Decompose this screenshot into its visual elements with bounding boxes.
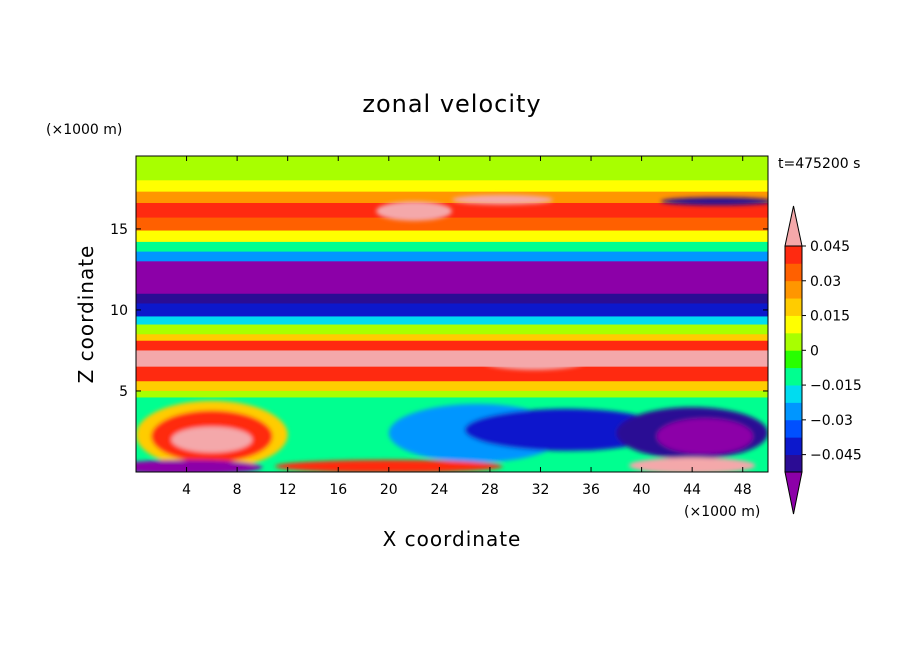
x-axis-label: X coordinate [383, 527, 522, 551]
colorbar-segment-8 [785, 332, 802, 351]
colorbar-label-2: 0.015 [810, 309, 850, 325]
velocity-layer-13 [136, 334, 768, 342]
x-tick-label-1: 8 [233, 482, 242, 498]
y-tick-label-2: 15 [110, 222, 128, 238]
colorbar-segment-9 [785, 315, 802, 334]
velocity-layer-6 [136, 241, 768, 253]
velocity-feature-13 [628, 457, 756, 472]
plot-area [136, 156, 768, 472]
y-tick-label-1: 10 [110, 303, 128, 319]
x-tick-label-5: 24 [430, 482, 448, 498]
velocity-layer-9 [136, 293, 768, 305]
velocity-feature-3 [483, 353, 585, 370]
velocity-layer-17 [136, 381, 768, 392]
velocity-layer-18 [136, 390, 768, 399]
velocity-feature-5 [464, 408, 667, 451]
velocity-feature-1 [660, 197, 768, 206]
colorbar-segment-13 [785, 246, 802, 264]
colorbar-label-4: −0.015 [810, 378, 862, 394]
colorbar-segment-6 [785, 367, 802, 386]
velocity-layer-14 [136, 340, 768, 352]
x-tick-label-2: 12 [279, 482, 297, 498]
x-tick-label-11: 48 [734, 482, 752, 498]
y-axis-ticks: 5 10 15 [110, 222, 768, 400]
colorbar-label-0: 0.045 [810, 239, 850, 255]
velocity-feature-10 [171, 426, 253, 453]
velocity-layer-16 [136, 366, 768, 382]
velocity-layer-11 [136, 316, 768, 326]
colorbar-label-5: −0.03 [810, 413, 853, 429]
colorbar-segment-7 [785, 350, 802, 369]
x-tick-label-6: 28 [481, 482, 499, 498]
velocity-layer-5 [136, 230, 768, 243]
colorbar-frame [784, 245, 803, 473]
chart-title: zonal velocity [362, 90, 541, 118]
velocity-layer-2 [136, 191, 768, 204]
time-label: t=475200 s [778, 156, 860, 172]
velocity-layer-3 [136, 202, 768, 219]
velocity-feature-7 [656, 418, 753, 455]
colorbar-segment-1 [785, 454, 802, 473]
x-tick-label-3: 16 [329, 482, 347, 498]
velocity-layer-12 [136, 324, 768, 335]
colorbar-segment-5 [785, 385, 802, 403]
y-tick-label-0: 5 [119, 384, 128, 400]
colorbar-label-1: 0.03 [810, 274, 841, 290]
x-tick-label-8: 36 [582, 482, 600, 498]
velocity-layer-4 [136, 217, 768, 232]
y-axis-label: Z coordinate [74, 245, 98, 384]
velocity-feature-11 [136, 459, 263, 472]
velocity-layer-19 [136, 397, 768, 405]
colorbar-segment-11 [785, 280, 802, 299]
velocity-layer-0 [136, 156, 768, 181]
colorbar: 0.045 0.03 0.015 0 −0.015 −0.03 −0.045 [784, 205, 862, 515]
velocity-feature-2 [376, 201, 452, 221]
colorbar-top-extension [784, 205, 803, 247]
velocity-feature-12 [275, 459, 503, 472]
colorbar-segment-10 [785, 298, 802, 316]
colorbar-segment-4 [785, 402, 802, 421]
x-tick-label-0: 4 [182, 482, 191, 498]
x-tick-label-10: 44 [683, 482, 701, 498]
colorbar-label-6: −0.045 [810, 448, 862, 464]
velocity-layer-15 [136, 350, 768, 368]
colorbar-segment-3 [785, 419, 802, 438]
colorbar-bottom-extension [784, 471, 803, 515]
x-tick-label-7: 32 [532, 482, 550, 498]
velocity-feature-0 [452, 194, 554, 205]
colorbar-label-3: 0 [810, 343, 819, 359]
colorbar-segment-2 [785, 437, 802, 456]
y-unit-label: (×1000 m) [46, 122, 122, 138]
velocity-layer-7 [136, 251, 768, 262]
x-axis-ticks: 4 8 12 16 20 24 28 32 36 40 44 48 [182, 156, 752, 498]
velocity-layer-1 [136, 180, 768, 193]
velocity-layer-8 [136, 261, 768, 295]
x-tick-label-9: 40 [633, 482, 651, 498]
x-tick-label-4: 20 [380, 482, 398, 498]
colorbar-segment-12 [785, 263, 802, 282]
x-unit-label: (×1000 m) [684, 504, 760, 520]
velocity-features [136, 194, 768, 472]
plot-frame [135, 155, 769, 473]
velocity-layer-10 [136, 303, 768, 318]
